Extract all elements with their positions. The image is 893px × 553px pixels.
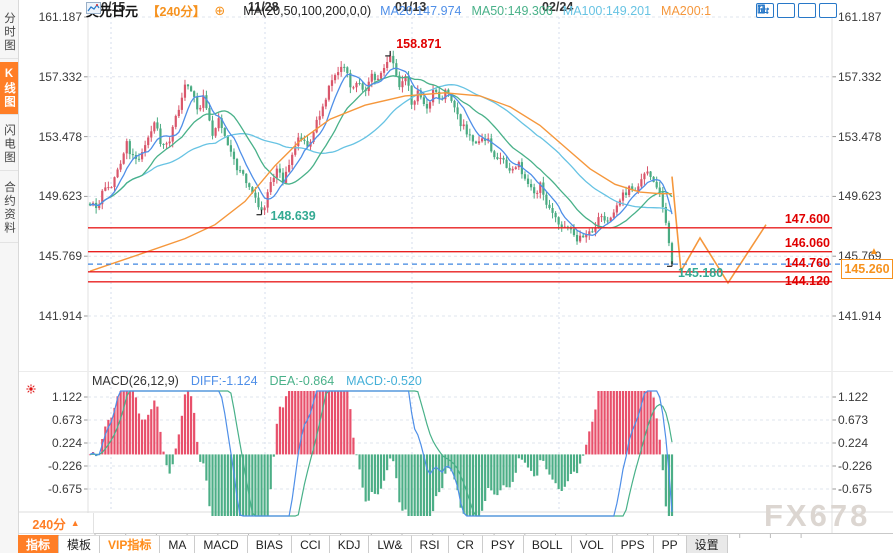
price-axis-label-left: 153.478: [38, 129, 82, 144]
scale-time-axis-icon[interactable]: [758, 3, 816, 18]
period-selector-label: 240分: [32, 517, 66, 532]
ma-legend-value-3: MA100:149.201: [562, 3, 652, 18]
chart-header: 美元日元 【240分】 ⊕ MA(20,50,100,200,0,0) MA20…: [86, 2, 711, 19]
macd-axis-label-right: 0.224: [838, 435, 869, 450]
macd-axis-label-right: 0.673: [838, 412, 869, 427]
price-axis-label-left: 141.914: [38, 309, 82, 323]
level-price-label: 146.060: [784, 235, 830, 250]
indicator-tab-PSY[interactable]: PSY: [482, 535, 524, 553]
macd-axis-label-right: -0.226: [838, 459, 873, 473]
level-price-label: 144.760: [784, 255, 830, 270]
indicator-tab-VIP[interactable]: VIP指标: [100, 535, 161, 553]
date-axis-label: 11/28: [248, 0, 279, 14]
ma-legend-value-1: MA20:147.974: [380, 3, 462, 18]
date-axis-label: 01/13: [395, 0, 427, 14]
macd-hist-value: MACD:-0.520: [346, 374, 422, 388]
macd-dea-value: DEA:-0.864: [269, 374, 335, 388]
sidebar-tab-4[interactable]: 合约资料: [0, 174, 18, 243]
indicator-settings-icon[interactable]: [26, 384, 36, 394]
price-axis-label-right: 153.478: [838, 129, 882, 144]
ma-legend: MA20:147.974 MA50:149.306 MA100:149.201 MA2…: [380, 4, 711, 18]
indicator-tab-PPS[interactable]: PPS: [612, 535, 654, 553]
recent-low-annotation: 145.180: [678, 266, 724, 281]
indicator-tab-LW[interactable]: LW&: [369, 535, 412, 553]
last-price-box: 145.260: [841, 259, 893, 279]
sidebar-tab-1[interactable]: 分时图: [0, 6, 18, 59]
chart-type-sidebar: 分时图 K线图闪电图合约资料: [0, 0, 19, 553]
macd-indicator-header: MACD(26,12,9) DIFF:-1.124 DEA:-0.864 MAC…: [92, 374, 422, 388]
indicator-tab-VOL[interactable]: VOL: [571, 535, 613, 553]
price-axis-label-right: 157.332: [838, 69, 882, 84]
sidebar-tab-2[interactable]: K线图: [0, 62, 18, 115]
macd-title[interactable]: MACD(26,12,9): [92, 374, 179, 388]
indicator-tab-[interactable]: 模板: [59, 535, 101, 553]
period-tag[interactable]: 【240分】: [147, 5, 206, 19]
high-price-annotation: 158.871: [396, 36, 442, 51]
pan-right-icon[interactable]: [757, 3, 837, 18]
macd-diff-value: DIFF:-1.124: [190, 374, 258, 388]
price-up-arrow-icon: ▲: [869, 246, 879, 257]
macd-axis-label-right: 1.122: [838, 390, 869, 404]
price-axis-label-left: 157.332: [38, 69, 82, 84]
macd-axis-label-left: 0.224: [51, 435, 82, 450]
period-up-triangle-icon: ▲: [70, 518, 80, 528]
sidebar-tab-3[interactable]: 闪电图: [0, 118, 18, 171]
price-axis-label-left: 161.187: [38, 10, 82, 24]
indicator-toolbar: 指标 模板 VIP指标 MA MACD BIAS CCI KDJ LW& RSI CR PSY BOLL…: [18, 535, 728, 553]
chart-tools: [756, 3, 837, 18]
macd-axis-label-right: -0.675: [838, 482, 873, 496]
indicator-tab-BOLL[interactable]: BOLL: [523, 535, 572, 553]
indicator-tab-CR[interactable]: CR: [448, 535, 483, 553]
macd-axis-label-left: -0.675: [47, 482, 82, 496]
price-axis-label-right: 149.623: [838, 189, 882, 204]
indicator-tab-MA[interactable]: MA: [160, 535, 196, 553]
swing-low-annotation: 148.639: [270, 208, 316, 223]
indicator-tab-[interactable]: 指标: [18, 535, 60, 553]
price-axis-label-left: 149.623: [38, 189, 82, 204]
indicator-tab-RSI[interactable]: RSI: [411, 535, 449, 553]
period-selector[interactable]: 240分 ▲: [18, 513, 94, 534]
date-axis-label: 02/24: [542, 0, 574, 14]
price-axis-label-right: 141.914: [838, 309, 882, 323]
ma-indicator-formula[interactable]: MA(20,50,100,200,0,0): [243, 3, 372, 18]
level-price-label: 147.600: [784, 211, 830, 226]
price-axis-label-left: 145.769: [38, 249, 82, 264]
macd-axis-label-left: -0.226: [47, 459, 82, 473]
ma-legend-value-2: MA50:149.306: [471, 3, 553, 18]
macd-axis-label-left: 0.673: [51, 412, 82, 427]
indicator-tab-KDJ[interactable]: KDJ: [329, 535, 370, 553]
price-axis-label-right: 161.187: [838, 10, 882, 24]
indicator-tab-PP[interactable]: PP: [653, 535, 687, 553]
indicator-tab-CCI[interactable]: CCI: [292, 535, 330, 553]
indicator-tab-MACD[interactable]: MACD: [195, 535, 248, 553]
circle-plus-icon[interactable]: ⊕: [214, 2, 226, 18]
level-price-label: 144.120: [784, 273, 830, 288]
indicator-tab-BIAS[interactable]: BIAS: [247, 535, 293, 553]
indicator-tab-[interactable]: 设置: [686, 535, 728, 553]
fx678-watermark: FX678: [764, 498, 871, 533]
date-axis-label: 10/15: [94, 0, 126, 14]
scale-price-axis-icon[interactable]: [757, 3, 795, 18]
macd-axis-label-left: 1.122: [51, 390, 82, 404]
ma-legend-value-4: MA200:1: [661, 3, 712, 18]
